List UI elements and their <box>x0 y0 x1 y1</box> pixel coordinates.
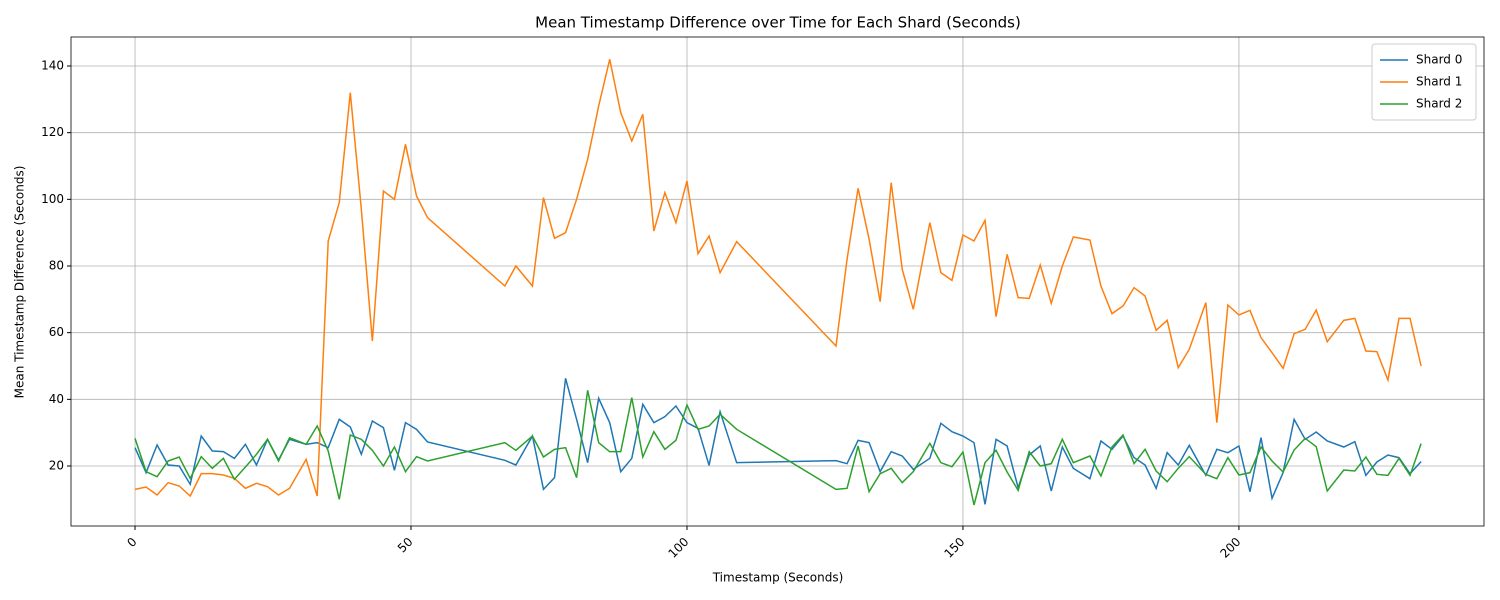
legend-label: Shard 2 <box>1416 97 1462 111</box>
x-tick-label: 100 <box>665 535 691 561</box>
series-line <box>134 378 1422 505</box>
y-tick-label: 40 <box>49 392 64 406</box>
y-tick-label: 140 <box>41 59 64 73</box>
plot-frame <box>70 36 1485 527</box>
legend-box <box>1371 43 1477 121</box>
y-axis-label: Mean Timestamp Difference (Seconds) <box>13 166 27 399</box>
x-tick-label: 0 <box>124 535 139 550</box>
y-tick-label: 120 <box>41 125 64 139</box>
y-tick-label: 100 <box>41 192 64 206</box>
y-tick-label: 80 <box>49 259 64 273</box>
x-tick-label: 200 <box>1217 535 1243 561</box>
x-axis-label: Timestamp (Seconds) <box>712 571 844 585</box>
legend-label: Shard 0 <box>1416 53 1462 67</box>
chart-title: Mean Timestamp Difference over Time for … <box>535 14 1021 32</box>
series-line <box>134 59 1422 498</box>
x-tick-label: 50 <box>395 535 416 556</box>
legend-label: Shard 1 <box>1416 75 1462 89</box>
y-tick-label: 20 <box>49 459 64 473</box>
y-tick-label: 60 <box>49 325 64 339</box>
x-tick-label: 150 <box>941 535 967 561</box>
series-line <box>134 390 1422 506</box>
